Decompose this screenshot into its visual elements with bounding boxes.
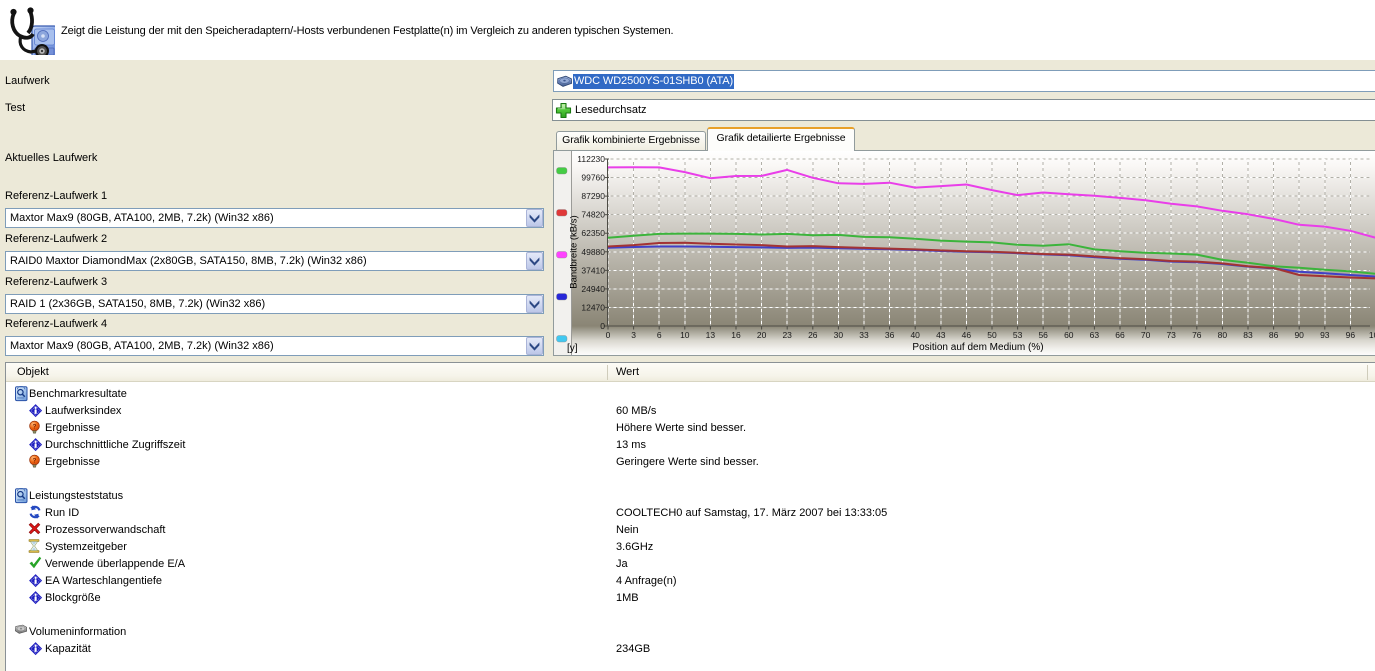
svg-text:66: 66 — [1115, 330, 1125, 340]
svg-text:Position auf dem Medium (%): Position auf dem Medium (%) — [912, 342, 1043, 353]
svg-text:26: 26 — [808, 330, 818, 340]
svg-text:24940: 24940 — [581, 284, 605, 294]
svg-text:70: 70 — [1141, 330, 1151, 340]
svg-text:62350: 62350 — [581, 228, 605, 238]
svg-text:12470: 12470 — [581, 302, 605, 312]
svg-text:Bandbreite (kB/s): Bandbreite (kB/s) — [569, 215, 580, 288]
svg-text:86: 86 — [1269, 330, 1279, 340]
svg-text:80: 80 — [1218, 330, 1228, 340]
svg-text:37410: 37410 — [581, 265, 605, 275]
svg-text:?: ? — [33, 423, 37, 430]
svg-text:74820: 74820 — [581, 210, 605, 220]
svg-text:16: 16 — [731, 330, 741, 340]
svg-text:23: 23 — [782, 330, 792, 340]
svg-text:10: 10 — [680, 330, 690, 340]
svg-text:50: 50 — [987, 330, 997, 340]
svg-text:33: 33 — [859, 330, 869, 340]
svg-text:36: 36 — [885, 330, 895, 340]
svg-text:87290: 87290 — [581, 191, 605, 201]
svg-text:99760: 99760 — [581, 173, 605, 183]
svg-text:100: 100 — [1369, 330, 1375, 340]
svg-text:63: 63 — [1090, 330, 1100, 340]
svg-text:0: 0 — [600, 321, 605, 331]
svg-text:3: 3 — [631, 330, 636, 340]
svg-text:6: 6 — [657, 330, 662, 340]
svg-text:49880: 49880 — [581, 247, 605, 257]
svg-text:76: 76 — [1192, 330, 1202, 340]
svg-text:?: ? — [33, 457, 37, 464]
svg-text:53: 53 — [1013, 330, 1023, 340]
svg-text:112230: 112230 — [577, 154, 605, 164]
svg-text:93: 93 — [1320, 330, 1330, 340]
svg-text:60: 60 — [1064, 330, 1074, 340]
svg-text:0: 0 — [606, 330, 611, 340]
svg-text:56: 56 — [1038, 330, 1048, 340]
svg-text:13: 13 — [706, 330, 716, 340]
svg-text:[y]: [y] — [567, 343, 578, 354]
svg-text:73: 73 — [1166, 330, 1176, 340]
svg-text:40: 40 — [910, 330, 920, 340]
svg-text:90: 90 — [1294, 330, 1304, 340]
svg-text:43: 43 — [936, 330, 946, 340]
svg-text:20: 20 — [757, 330, 767, 340]
svg-text:46: 46 — [962, 330, 972, 340]
svg-text:30: 30 — [834, 330, 844, 340]
svg-text:83: 83 — [1243, 330, 1253, 340]
svg-text:96: 96 — [1346, 330, 1356, 340]
